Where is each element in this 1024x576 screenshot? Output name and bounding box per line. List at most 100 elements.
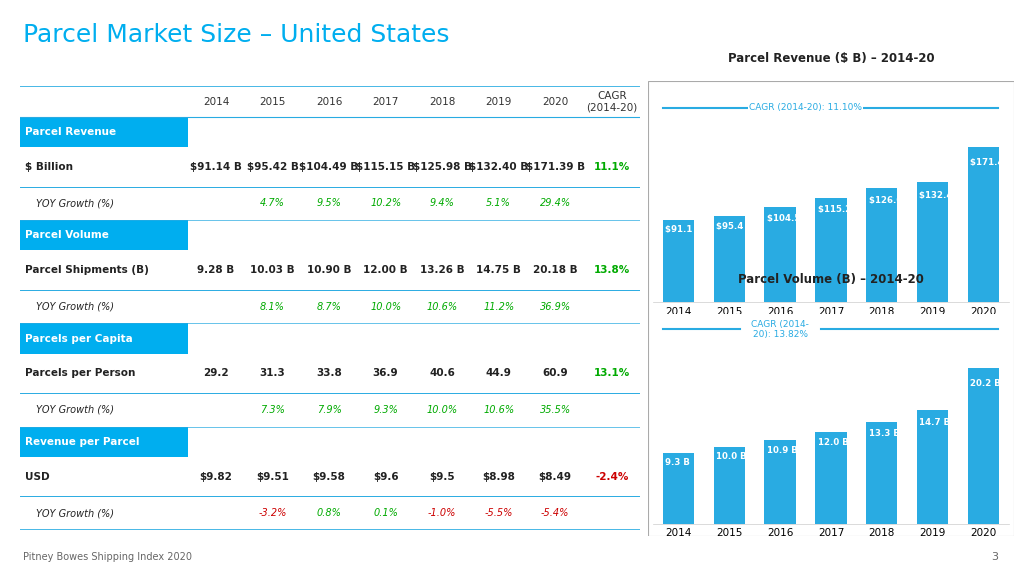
Bar bbox=[916, 182, 948, 302]
Bar bbox=[714, 447, 745, 524]
Text: Parcel Volume: Parcel Volume bbox=[26, 230, 110, 240]
Bar bbox=[187, 220, 640, 251]
Bar bbox=[20, 220, 187, 251]
Bar bbox=[20, 497, 640, 530]
Text: $115.2 B: $115.2 B bbox=[818, 205, 860, 214]
Title: Parcel Revenue ($ B) – 2014-20: Parcel Revenue ($ B) – 2014-20 bbox=[728, 52, 934, 65]
Text: 14.75 B: 14.75 B bbox=[476, 265, 521, 275]
Text: 10.90 B: 10.90 B bbox=[307, 265, 351, 275]
Bar bbox=[187, 427, 640, 457]
Text: $171.4 B: $171.4 B bbox=[970, 158, 1013, 166]
Text: $91.14 B: $91.14 B bbox=[190, 162, 242, 172]
Bar bbox=[968, 147, 999, 302]
Text: $171.39 B: $171.39 B bbox=[525, 162, 585, 172]
Text: -3.2%: -3.2% bbox=[258, 508, 287, 518]
Bar bbox=[714, 215, 745, 302]
Text: 12.00 B: 12.00 B bbox=[364, 265, 408, 275]
Text: 13.1%: 13.1% bbox=[594, 369, 630, 378]
Text: 9.3%: 9.3% bbox=[373, 405, 398, 415]
Text: $8.49: $8.49 bbox=[539, 472, 571, 482]
Bar bbox=[765, 440, 796, 524]
Text: YOY Growth (%): YOY Growth (%) bbox=[36, 302, 114, 312]
Text: 36.9: 36.9 bbox=[373, 369, 398, 378]
Text: $ Billion: $ Billion bbox=[26, 162, 74, 172]
Text: 10.6%: 10.6% bbox=[483, 405, 514, 415]
Text: 10.0 B: 10.0 B bbox=[716, 452, 746, 461]
Text: 10.03 B: 10.03 B bbox=[250, 265, 295, 275]
Bar bbox=[20, 290, 640, 323]
Text: 8.7%: 8.7% bbox=[316, 302, 342, 312]
Text: -5.4%: -5.4% bbox=[541, 508, 569, 518]
Bar bbox=[20, 187, 640, 220]
Text: 35.5%: 35.5% bbox=[540, 405, 570, 415]
Text: 36.9%: 36.9% bbox=[540, 302, 570, 312]
Text: 31.3: 31.3 bbox=[260, 369, 286, 378]
Text: YOY Growth (%): YOY Growth (%) bbox=[36, 508, 114, 518]
Text: 2019: 2019 bbox=[485, 97, 512, 107]
Text: $95.42 B: $95.42 B bbox=[247, 162, 298, 172]
Text: 10.0%: 10.0% bbox=[427, 405, 458, 415]
Bar bbox=[968, 369, 999, 524]
Text: 9.28 B: 9.28 B bbox=[198, 265, 234, 275]
Text: $95.4 B: $95.4 B bbox=[716, 222, 753, 231]
Text: 2020: 2020 bbox=[542, 97, 568, 107]
Text: 13.3 B: 13.3 B bbox=[868, 429, 899, 438]
Text: 11.2%: 11.2% bbox=[483, 302, 514, 312]
Text: $9.82: $9.82 bbox=[200, 472, 232, 482]
Text: 3: 3 bbox=[991, 552, 998, 562]
Text: 2017: 2017 bbox=[373, 97, 398, 107]
Text: $115.15 B: $115.15 B bbox=[356, 162, 415, 172]
Text: 0.1%: 0.1% bbox=[373, 508, 398, 518]
Text: Parcels per Capita: Parcels per Capita bbox=[26, 334, 133, 343]
Text: $9.6: $9.6 bbox=[373, 472, 398, 482]
Text: 20.2 B: 20.2 B bbox=[970, 380, 1000, 388]
Bar bbox=[866, 422, 897, 524]
Bar bbox=[20, 147, 640, 187]
Text: $9.5: $9.5 bbox=[429, 472, 455, 482]
Text: $104.5 B: $104.5 B bbox=[767, 214, 810, 223]
Bar bbox=[20, 323, 187, 354]
Text: 13.26 B: 13.26 B bbox=[420, 265, 465, 275]
Text: 10.6%: 10.6% bbox=[427, 302, 458, 312]
Bar bbox=[815, 431, 847, 524]
Bar bbox=[20, 457, 640, 497]
Bar bbox=[866, 188, 897, 302]
Bar bbox=[187, 117, 640, 147]
Text: -2.4%: -2.4% bbox=[595, 472, 629, 482]
Text: 29.2: 29.2 bbox=[203, 369, 228, 378]
Text: 29.4%: 29.4% bbox=[540, 198, 570, 209]
Text: 14.7 B: 14.7 B bbox=[920, 418, 950, 427]
Text: $132.4 B: $132.4 B bbox=[920, 191, 963, 199]
Text: YOY Growth (%): YOY Growth (%) bbox=[36, 198, 114, 209]
Text: 13.8%: 13.8% bbox=[594, 265, 630, 275]
Text: 9.3 B: 9.3 B bbox=[666, 457, 690, 467]
Text: 7.3%: 7.3% bbox=[260, 405, 285, 415]
Text: YOY Growth (%): YOY Growth (%) bbox=[36, 405, 114, 415]
Text: 2015: 2015 bbox=[259, 97, 286, 107]
Bar bbox=[20, 251, 640, 290]
Text: 2016: 2016 bbox=[315, 97, 342, 107]
Bar bbox=[20, 427, 187, 457]
Text: Parcel Market Size – United States: Parcel Market Size – United States bbox=[23, 23, 450, 47]
Text: 40.6: 40.6 bbox=[429, 369, 455, 378]
Text: $132.40 B: $132.40 B bbox=[469, 162, 528, 172]
Text: 2018: 2018 bbox=[429, 97, 456, 107]
Text: -1.0%: -1.0% bbox=[428, 508, 457, 518]
Text: CAGR (2014-20): 11.10%: CAGR (2014-20): 11.10% bbox=[750, 103, 862, 112]
Text: 33.8: 33.8 bbox=[316, 369, 342, 378]
Text: 2014: 2014 bbox=[203, 97, 229, 107]
Text: 9.4%: 9.4% bbox=[430, 198, 455, 209]
Text: $104.49 B: $104.49 B bbox=[299, 162, 358, 172]
Text: Parcel Revenue: Parcel Revenue bbox=[26, 127, 117, 137]
Text: CAGR (2014-
20): 13.82%: CAGR (2014- 20): 13.82% bbox=[752, 320, 809, 339]
Text: Parcels per Person: Parcels per Person bbox=[26, 369, 136, 378]
Text: 5.1%: 5.1% bbox=[486, 198, 511, 209]
Title: Parcel Volume (B) – 2014-20: Parcel Volume (B) – 2014-20 bbox=[738, 274, 924, 286]
Bar bbox=[20, 393, 640, 427]
Text: -5.5%: -5.5% bbox=[484, 508, 513, 518]
Text: 11.1%: 11.1% bbox=[594, 162, 630, 172]
Text: $9.58: $9.58 bbox=[312, 472, 345, 482]
Bar bbox=[663, 453, 694, 524]
Bar bbox=[20, 117, 187, 147]
Text: 10.9 B: 10.9 B bbox=[767, 446, 798, 455]
